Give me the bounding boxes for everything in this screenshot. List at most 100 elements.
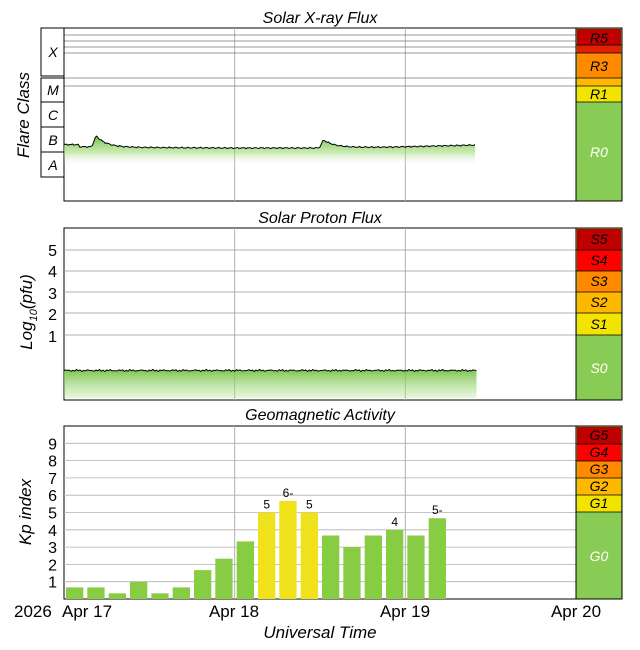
xray-title: Solar X-ray Flux bbox=[263, 10, 379, 27]
x-axis: 2026 Apr 17 Apr 18 Apr 19 Apr 20 Univers… bbox=[14, 602, 601, 642]
kp-ytick: 5 bbox=[48, 506, 57, 523]
kp-bars: 5 6- 5 4 5- bbox=[66, 486, 446, 599]
r4-band bbox=[577, 45, 621, 53]
x-tick-apr20: Apr 20 bbox=[551, 602, 601, 621]
flare-label-c: C bbox=[48, 107, 59, 123]
kp-bar-label: 5 bbox=[306, 498, 313, 512]
kp-bar bbox=[172, 587, 190, 599]
g2-label: G2 bbox=[590, 478, 609, 494]
kp-bar bbox=[151, 593, 169, 599]
xray-ylabel: Flare Class bbox=[14, 72, 33, 158]
s1-band bbox=[577, 313, 621, 335]
s5-band bbox=[577, 229, 621, 250]
kp-bar bbox=[407, 535, 425, 599]
r1-label: R1 bbox=[590, 86, 608, 102]
kp-bar bbox=[258, 512, 276, 599]
kp-bar bbox=[108, 593, 126, 599]
x-tick-apr18: Apr 18 bbox=[209, 602, 259, 621]
s3-label: S3 bbox=[590, 273, 607, 289]
kp-bar bbox=[130, 581, 148, 599]
kp-bar bbox=[215, 558, 233, 599]
proton-ylabel-sub: 10 bbox=[28, 308, 40, 321]
proton-title: Solar Proton Flux bbox=[258, 210, 383, 227]
g5-label: G5 bbox=[590, 427, 609, 443]
proton-ylabel-main: Log bbox=[17, 321, 36, 350]
r3-label: R3 bbox=[590, 58, 608, 74]
kp-bar bbox=[428, 518, 446, 599]
s1-label: S1 bbox=[590, 316, 607, 332]
kp-bar bbox=[300, 512, 318, 599]
kp-gridlines bbox=[64, 426, 576, 599]
kp-ytick: 8 bbox=[48, 454, 57, 471]
s0-label: S0 bbox=[590, 360, 607, 376]
kp-ytick: 1 bbox=[48, 575, 57, 592]
flare-band-x bbox=[40, 27, 65, 77]
kp-ytick: 9 bbox=[48, 436, 57, 453]
flare-label-a: A bbox=[47, 157, 57, 173]
kp-title: Geomagnetic Activity bbox=[245, 407, 396, 424]
xray-gridlines bbox=[64, 28, 576, 201]
r2-band bbox=[577, 78, 621, 86]
g4-label: G4 bbox=[590, 444, 609, 460]
proton-ytick-3: 3 bbox=[48, 286, 57, 303]
g0-label: G0 bbox=[590, 548, 609, 564]
g1-label: G1 bbox=[590, 495, 609, 511]
kp-bar bbox=[87, 587, 105, 599]
kp-bar-label: 6- bbox=[283, 486, 294, 500]
xray-panel: Solar X-ray Flux X M C B A Flare Class bbox=[14, 10, 623, 202]
flare-label-x: X bbox=[47, 44, 58, 60]
s2-label: S2 bbox=[590, 294, 607, 310]
r0-label: R0 bbox=[590, 144, 608, 160]
kp-bar bbox=[364, 535, 382, 599]
proton-panel: Solar Proton Flux 5 4 3 2 1 Log10(pfu) S… bbox=[17, 210, 623, 401]
s4-label: S4 bbox=[590, 252, 607, 268]
xray-flux-line bbox=[63, 135, 476, 150]
kp-bar bbox=[66, 587, 84, 599]
flare-class-ladder: X M C B A bbox=[40, 27, 65, 178]
kp-ylabel: Kp index bbox=[16, 478, 35, 545]
proton-ylabel: Log10(pfu) bbox=[17, 274, 40, 350]
proton-ytick-5: 5 bbox=[48, 243, 57, 260]
g5-band bbox=[577, 427, 621, 444]
r1-band bbox=[577, 86, 621, 102]
s3-band bbox=[577, 271, 621, 292]
kp-ytick: 7 bbox=[48, 471, 57, 488]
s2-band bbox=[577, 292, 621, 313]
g2-band bbox=[577, 478, 621, 495]
s4-band bbox=[577, 250, 621, 271]
proton-flux-line bbox=[63, 368, 477, 373]
r5-band bbox=[577, 29, 621, 45]
kp-bar bbox=[279, 500, 297, 599]
proton-ytick-4: 4 bbox=[48, 264, 57, 281]
proton-ytick-2: 2 bbox=[48, 307, 57, 324]
kp-ytick: 4 bbox=[48, 523, 57, 540]
x-tick-apr17: Apr 17 bbox=[62, 602, 112, 621]
proton-ytick-1: 1 bbox=[48, 329, 57, 346]
radio-blackout-scale: R5 R3 R1 R0 bbox=[575, 27, 623, 202]
x-tick-apr19: Apr 19 bbox=[380, 602, 430, 621]
xray-flux-area bbox=[64, 136, 475, 166]
flare-label-m: M bbox=[47, 82, 59, 98]
kp-ytick: 2 bbox=[48, 557, 57, 574]
kp-bar bbox=[386, 529, 404, 599]
g1-band bbox=[577, 495, 621, 512]
s5-label: S5 bbox=[590, 231, 607, 247]
flare-label-b: B bbox=[48, 132, 57, 148]
r3-band bbox=[577, 53, 621, 78]
x-axis-year: 2026 bbox=[14, 602, 52, 621]
proton-ylabel-rest: (pfu) bbox=[17, 274, 36, 309]
g4-band bbox=[577, 444, 621, 461]
geomagnetic-storm-scale: G5 G4 G3 G2 G1 G0 bbox=[575, 425, 623, 600]
xray-plot-area bbox=[63, 27, 577, 202]
radiation-storm-scale: S5 S4 S3 S2 S1 S0 bbox=[575, 227, 623, 401]
g3-label: G3 bbox=[590, 461, 609, 477]
kp-ytick: 3 bbox=[48, 540, 57, 557]
kp-bar-label: 5- bbox=[432, 503, 443, 517]
g3-band bbox=[577, 461, 621, 478]
kp-bar bbox=[322, 535, 340, 599]
kp-bar bbox=[194, 570, 212, 599]
x-axis-title: Universal Time bbox=[263, 623, 376, 642]
kp-bar bbox=[236, 541, 254, 599]
